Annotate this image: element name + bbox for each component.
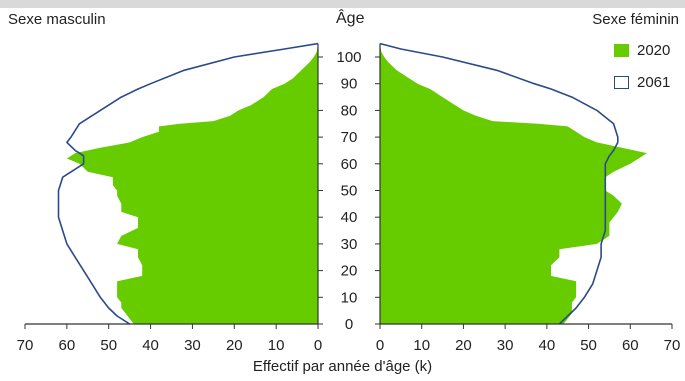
male-x-tick-label: 30 [184, 337, 201, 354]
age-tick-label: 10 [341, 289, 358, 306]
top-band [0, 0, 685, 8]
age-tick-label: 80 [341, 102, 358, 119]
male-x-tick-label: 40 [142, 337, 159, 354]
female-2061-line [379, 42, 619, 325]
legend-label-2020: 2020 [637, 42, 671, 59]
female-x-tick-label: 0 [376, 337, 384, 354]
age-tick-label: 50 [341, 183, 358, 200]
male-x-tick-label: 60 [59, 337, 76, 354]
male-panel-label: Sexe masculin [8, 11, 106, 28]
male-x-tick-label: 70 [17, 337, 34, 354]
female-x-tick-label: 30 [497, 337, 514, 354]
age-tick-label: 100 [336, 49, 361, 66]
male-x-tick-label: 50 [100, 337, 117, 354]
age-axis-title: Âge [336, 10, 365, 27]
female-x-tick-label: 50 [580, 337, 597, 354]
legend-item-2020: 2020 [614, 42, 670, 59]
age-tick-label: 60 [341, 156, 358, 173]
age-tick-label: 70 [341, 129, 358, 146]
legend-label-2061: 2061 [637, 74, 671, 91]
legend-item-2061: 2061 [614, 74, 670, 91]
male-x-tick-label: 20 [226, 337, 243, 354]
legend-swatch-2061 [614, 76, 629, 89]
age-tick-label: 30 [341, 236, 358, 253]
legend-swatch-2020 [614, 44, 629, 57]
female-x-tick-label: 20 [455, 337, 472, 354]
male-x-tick-label: 0 [314, 337, 322, 354]
female-x-tick-label: 10 [413, 337, 430, 354]
age-tick-label: 40 [341, 209, 358, 226]
age-tick-label: 90 [341, 76, 358, 93]
female-2020-area [380, 43, 647, 324]
age-tick-label: 0 [345, 316, 353, 333]
male-2061-line [57, 42, 319, 325]
x-axis-title: Effectif par année d'âge (k) [252, 358, 433, 375]
male-2020-area [66, 43, 319, 324]
female-panel-label: Sexe féminin [592, 11, 679, 28]
female-x-tick-label: 60 [622, 337, 639, 354]
female-x-tick-label: 70 [664, 337, 681, 354]
female-x-tick-label: 40 [539, 337, 556, 354]
male-x-tick-label: 10 [268, 337, 285, 354]
age-tick-label: 20 [341, 263, 358, 280]
